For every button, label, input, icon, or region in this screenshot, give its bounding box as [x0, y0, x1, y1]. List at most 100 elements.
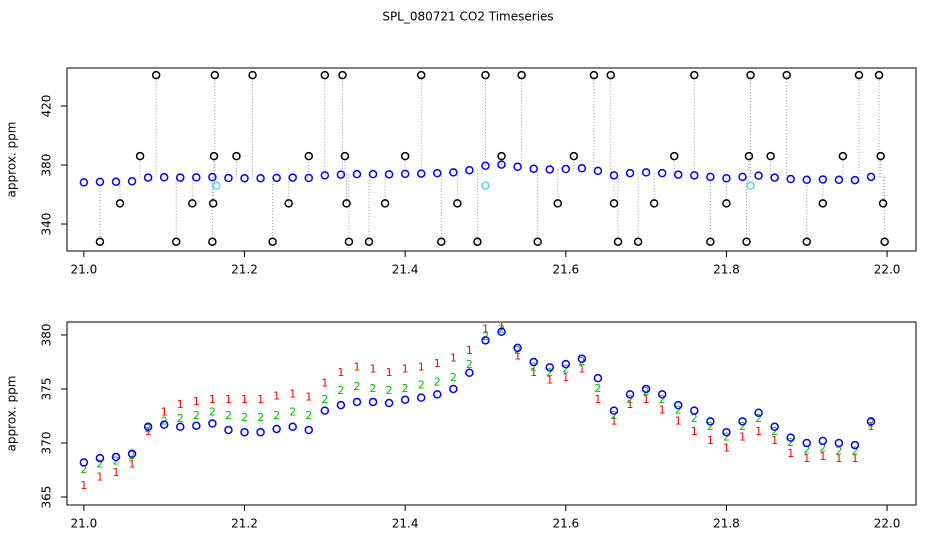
point	[746, 70, 755, 80]
point	[782, 70, 791, 80]
point-marker: 2	[96, 458, 103, 471]
point	[561, 359, 571, 369]
point-marker: 1	[434, 357, 441, 370]
point	[569, 151, 579, 161]
x-tick-label: 22.0	[874, 517, 901, 531]
point	[738, 172, 747, 182]
point-marker: 1	[835, 452, 842, 465]
point-marker: 1	[787, 447, 794, 460]
y-axis-label: approx. ppm	[5, 122, 19, 198]
point	[722, 427, 731, 437]
point	[850, 440, 860, 450]
point	[159, 420, 169, 429]
point-marker: 2	[370, 382, 377, 395]
point	[210, 70, 220, 80]
point-marker: 2	[273, 409, 280, 422]
point-marker: 1	[771, 434, 778, 447]
point-marker: 1	[498, 319, 505, 332]
point-marker: 2	[177, 412, 184, 425]
point-marker: 2	[321, 393, 328, 406]
point-marker: 1	[803, 452, 810, 465]
point-marker: 2	[530, 360, 537, 373]
point	[143, 173, 153, 182]
point	[818, 175, 828, 184]
point	[649, 199, 659, 208]
point	[115, 199, 125, 208]
y-tick-label: 420	[40, 95, 54, 118]
point-marker: 1	[289, 387, 296, 400]
point-marker: 2	[771, 425, 778, 438]
point-marker: 2	[129, 449, 136, 462]
point	[232, 151, 241, 161]
point-marker: 1	[514, 350, 521, 363]
point	[802, 175, 812, 185]
point	[272, 173, 281, 183]
point-marker: 1	[851, 452, 858, 465]
point	[818, 436, 828, 446]
point-marker: 1	[819, 450, 826, 463]
point	[284, 199, 293, 208]
point-marker: 1	[145, 425, 152, 438]
point	[368, 397, 378, 407]
point-marker: 2	[755, 412, 762, 425]
point	[208, 199, 218, 208]
point-marker: 2	[739, 420, 746, 433]
point	[854, 70, 864, 80]
point-marker: 1	[418, 360, 425, 373]
point-marker: 2	[337, 384, 344, 397]
point	[641, 384, 651, 394]
point-marker: 1	[627, 398, 634, 411]
point	[224, 425, 233, 435]
point-marker: 1	[755, 425, 762, 438]
point	[288, 422, 297, 432]
point	[722, 174, 731, 183]
point	[481, 70, 490, 80]
point	[272, 424, 281, 434]
point	[208, 172, 217, 182]
point-marker: 2	[289, 406, 296, 419]
point-marker: 2	[643, 385, 650, 398]
point	[690, 171, 699, 180]
y-tick-label: 340	[40, 213, 54, 236]
point	[706, 172, 715, 182]
point-marker: 2	[675, 404, 682, 417]
point	[657, 390, 667, 399]
point	[561, 164, 571, 174]
plot-frame	[66, 321, 917, 506]
point-marker: 2	[209, 406, 216, 419]
point-marker: 1	[450, 352, 457, 365]
point-marker: 2	[546, 366, 553, 379]
point	[497, 151, 506, 161]
point-marker: 2	[450, 371, 457, 384]
point	[224, 173, 233, 183]
point	[304, 151, 314, 161]
point	[766, 151, 775, 161]
point	[481, 161, 490, 171]
point	[545, 363, 554, 372]
point-marker: 1	[370, 363, 377, 376]
point	[754, 171, 763, 180]
point	[609, 406, 619, 415]
point	[453, 199, 462, 208]
point	[606, 70, 616, 80]
point-marker: 2	[835, 445, 842, 458]
point	[111, 177, 121, 186]
point	[364, 237, 374, 246]
point-marker: 1	[112, 466, 119, 479]
point	[320, 70, 330, 80]
point-marker: 2	[594, 382, 601, 395]
point	[802, 438, 812, 448]
point-marker: 1	[739, 431, 746, 444]
point	[380, 199, 390, 208]
point	[818, 199, 828, 208]
point	[171, 237, 181, 246]
point	[79, 178, 89, 187]
point-marker: 1	[80, 479, 87, 492]
point	[497, 327, 506, 336]
point	[770, 422, 779, 432]
x-tick-label: 21.0	[71, 263, 98, 277]
point	[754, 408, 763, 417]
point-marker: 2	[707, 420, 714, 433]
point-marker: 1	[562, 371, 569, 384]
